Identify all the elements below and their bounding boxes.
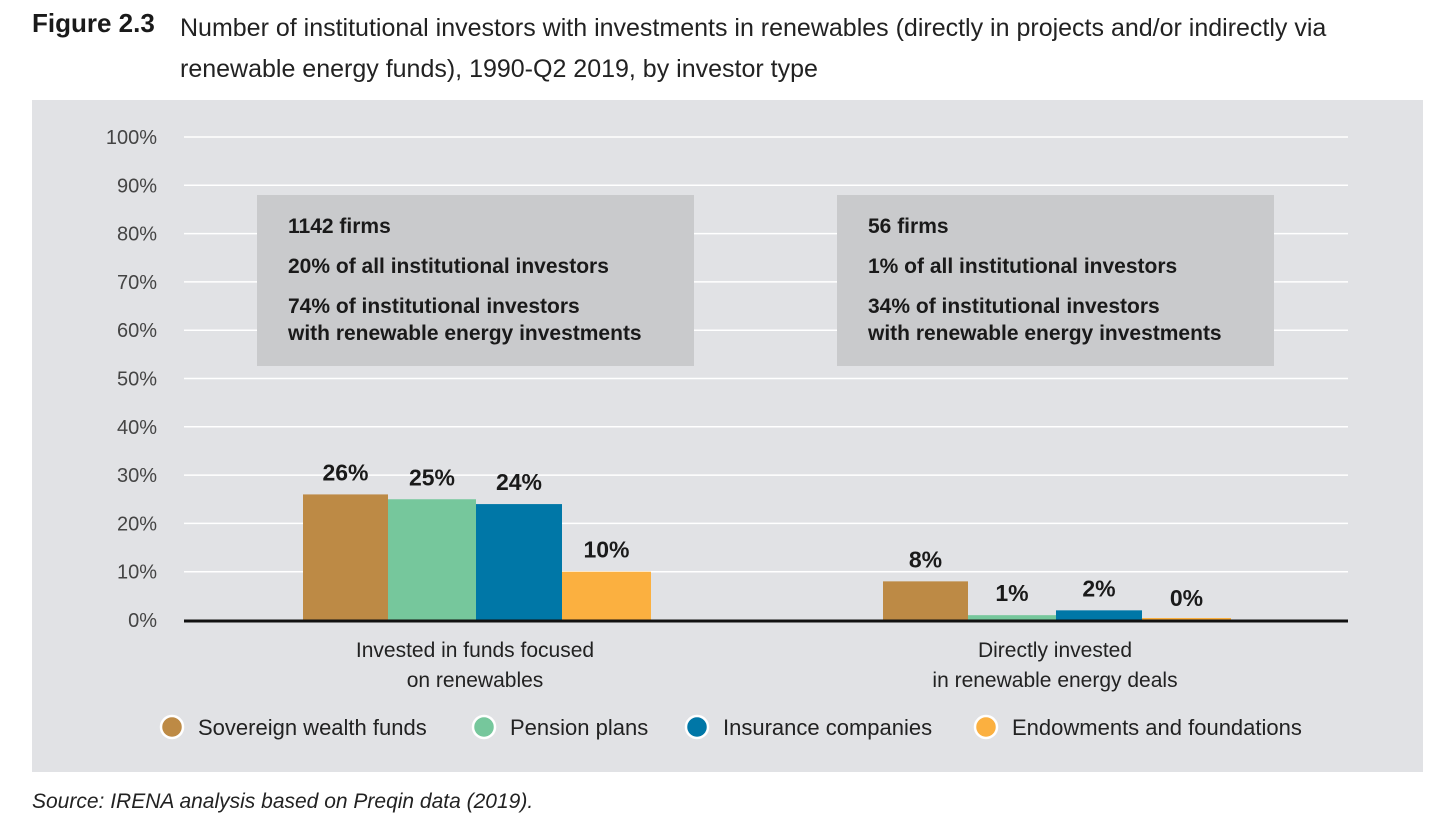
y-tick-label: 70% <box>117 272 157 294</box>
y-tick-label: 80% <box>117 224 157 246</box>
data-label: 26% <box>322 459 368 485</box>
annotation-box <box>837 195 1274 366</box>
chart-panel: 0% 10% 20% 30% 40% 50% 60% 70% 80% 90% 100% 1142 fi… <box>32 100 1423 772</box>
y-tick-label: 100% <box>106 127 157 149</box>
bar-insurance-companies <box>476 504 562 620</box>
bar-insurance-companies <box>1056 610 1142 620</box>
annotation-text: 74% of institutional investors <box>288 295 580 318</box>
category-label: in renewable energy deals <box>932 669 1177 692</box>
legend-label: Insurance companies <box>723 715 932 740</box>
legend-swatch <box>684 714 710 740</box>
annotation-text: 1142 firms <box>288 215 391 238</box>
y-tick-label: 40% <box>117 417 157 439</box>
data-label: 10% <box>583 537 629 563</box>
legend-label: Endowments and foundations <box>1012 715 1302 740</box>
category-label: Directly invested <box>978 639 1132 662</box>
y-tick-label: 90% <box>117 175 157 197</box>
data-label: 0% <box>1170 585 1203 611</box>
bar-pension-plans <box>968 615 1056 620</box>
category-label: on renewables <box>407 669 544 692</box>
bar-chart: 0% 10% 20% 30% 40% 50% 60% 70% 80% 90% 100% 1142 fi… <box>106 127 1348 740</box>
bar-sovereign-wealth-funds <box>303 494 388 620</box>
legend-swatch <box>973 714 999 740</box>
legend-label: Pension plans <box>510 715 648 740</box>
annotation-text: 56 firms <box>868 215 949 238</box>
y-tick-label: 20% <box>117 513 157 535</box>
data-label: 24% <box>496 469 542 495</box>
annotation-text: 20% of all institutional investors <box>288 255 609 278</box>
bar-sovereign-wealth-funds <box>883 581 968 620</box>
y-tick-label: 0% <box>128 610 157 632</box>
annotation-text: with renewable energy investments <box>287 322 642 345</box>
annotation-text: with renewable energy investments <box>867 322 1222 345</box>
figure-label: Figure 2.3 <box>32 8 155 38</box>
y-tick-label: 50% <box>117 369 157 391</box>
legend-label: Sovereign wealth funds <box>198 715 427 740</box>
data-label: 8% <box>909 546 942 572</box>
source-note: Source: IRENA analysis based on Preqin d… <box>32 790 534 813</box>
y-tick-label: 60% <box>117 320 157 342</box>
figure-title: Number of institutional investors with i… <box>180 14 1327 83</box>
bar-endowments-and-foundations <box>562 571 651 620</box>
data-label: 2% <box>1082 575 1115 601</box>
bar-pension-plans <box>388 499 476 620</box>
y-tick-label: 10% <box>117 562 157 584</box>
annotation-text: 1% of all institutional investors <box>868 255 1177 278</box>
annotation-box <box>257 195 694 366</box>
bar-endowments-and-foundations <box>1142 618 1231 620</box>
annotation-text: 34% of institutional investors <box>868 295 1160 318</box>
legend-swatch <box>471 714 497 740</box>
legend-swatch <box>159 714 185 740</box>
category-label: Invested in funds focused <box>356 639 594 662</box>
data-label: 25% <box>409 464 455 490</box>
y-tick-label: 30% <box>117 465 157 487</box>
data-label: 1% <box>995 580 1028 606</box>
